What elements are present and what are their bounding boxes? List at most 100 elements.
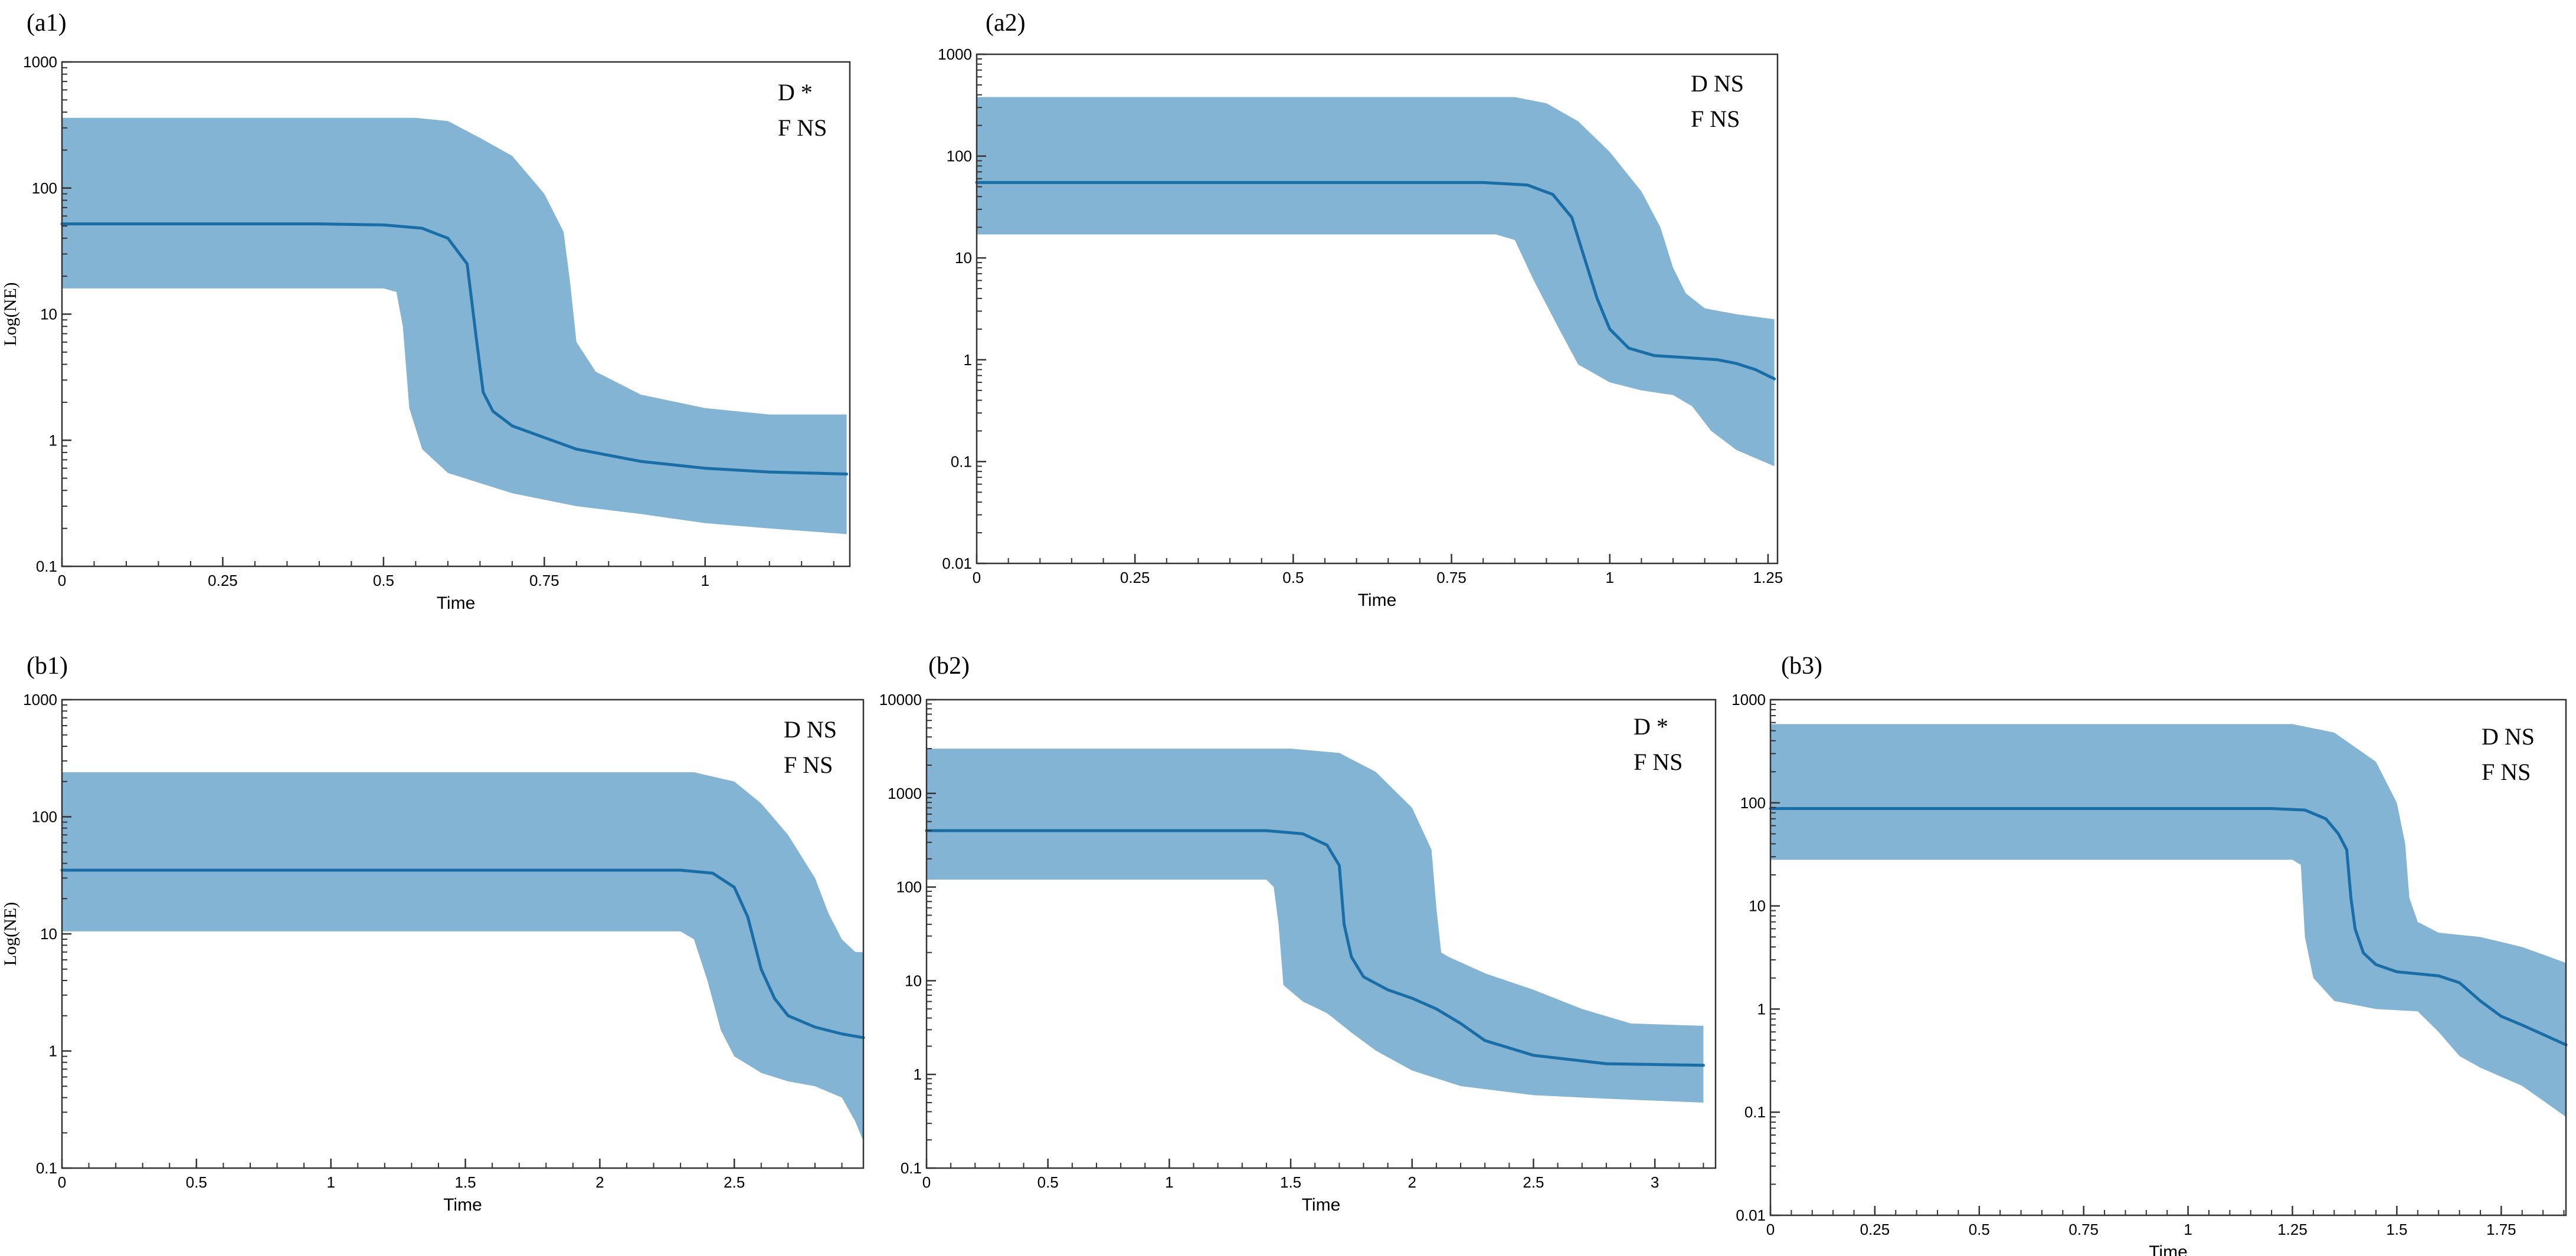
y-tick-label: 0.1 (951, 452, 972, 470)
hpd-interval-band (927, 749, 1704, 1103)
stat-annotation: F NS (1634, 749, 1683, 775)
x-tick-label: 0.25 (1860, 1221, 1890, 1238)
y-tick-label: 0.01 (942, 555, 972, 572)
y-tick-label: 0.01 (1736, 1206, 1766, 1224)
hpd-interval-band (62, 117, 847, 534)
y-tick-label: 10000 (879, 691, 922, 709)
x-tick-label: 1 (326, 1173, 335, 1191)
stat-annotation: F NS (1691, 106, 1740, 132)
x-axis-label: Time (2149, 1242, 2188, 1256)
x-tick-label: 0 (1766, 1221, 1775, 1238)
x-axis-label: Time (1358, 591, 1397, 610)
panel-label: (a2) (986, 9, 1026, 37)
chart-panel: (a1) 0.1 1 10 100 1000 0 0.25 0.5 0.75 1 Time Log(NE… (1, 9, 851, 613)
x-tick-label: 0.75 (1436, 569, 1467, 586)
x-tick-label: 0 (973, 569, 981, 586)
median-line (60, 222, 849, 475)
y-tick-label: 0.1 (1744, 1103, 1766, 1121)
y-tick-label: 100 (1740, 794, 1766, 812)
y-tick-label: 1 (964, 351, 972, 369)
y-axis-label: Log(NE) (1, 902, 20, 966)
x-tick-label: 2 (595, 1173, 604, 1191)
y-tick-label: 10 (40, 306, 57, 323)
y-tick-label: 0.1 (36, 1159, 57, 1177)
stat-annotation: D NS (784, 716, 837, 743)
panel-label: (b2) (928, 652, 970, 680)
y-tick-label: 0.1 (901, 1159, 922, 1177)
x-tick-label: 0.5 (1969, 1221, 1990, 1238)
x-tick-label: 2.5 (1523, 1173, 1544, 1191)
panel-label: (a1) (27, 9, 67, 37)
x-tick-label: 0.75 (529, 572, 559, 589)
stat-annotation: D * (1634, 713, 1668, 740)
y-tick-label: 1000 (23, 53, 57, 71)
plot-frame (1769, 698, 2567, 1216)
stat-annotation: D NS (2482, 723, 2535, 750)
plot-frame (976, 53, 1779, 565)
y-tick-label: 1000 (1731, 691, 1766, 709)
hpd-interval-band (977, 97, 1775, 467)
x-tick-label: 1.5 (454, 1173, 476, 1191)
x-tick-label: 0.5 (1037, 1173, 1059, 1191)
median-line (925, 829, 1705, 1067)
y-tick-label: 1 (914, 1065, 922, 1083)
x-axis-label: Time (1302, 1195, 1341, 1215)
x-tick-label: 0.5 (373, 572, 394, 589)
y-tick-label: 1 (49, 431, 57, 449)
x-tick-label: 3 (1651, 1173, 1659, 1191)
y-tick-label: 1000 (888, 785, 922, 802)
y-tick-label: 100 (896, 878, 922, 896)
hpd-interval-band (1770, 724, 2566, 1117)
y-axis-label: Log(NE) (1, 282, 20, 346)
hpd-interval-band (62, 772, 863, 1142)
x-axis-label: Time (437, 593, 476, 613)
y-tick-label: 10 (955, 249, 972, 267)
median-line (60, 868, 865, 1039)
x-tick-label: 1 (1165, 1173, 1173, 1191)
stat-annotation: D * (778, 79, 813, 106)
x-tick-label: 1.5 (2386, 1221, 2407, 1238)
x-tick-label: 1.5 (1280, 1173, 1301, 1191)
x-tick-label: 0.5 (1282, 569, 1304, 586)
x-tick-label: 1.75 (2486, 1221, 2516, 1238)
x-tick-label: 0.75 (2068, 1221, 2099, 1238)
x-tick-label: 1.25 (1753, 569, 1783, 586)
y-tick-label: 10 (1749, 897, 1766, 915)
chart-panel: (a2) 0.01 0.1 1 10 100 1000 0 0.25 0.5 0.75 1 1.25 Ti… (938, 9, 1783, 610)
x-tick-label: 0 (922, 1173, 931, 1191)
stat-annotation: F NS (2482, 759, 2531, 785)
y-tick-label: 1000 (23, 691, 57, 709)
y-tick-label: 100 (32, 808, 57, 826)
x-tick-label: 1 (2184, 1221, 2192, 1238)
x-tick-label: 1 (1605, 569, 1613, 586)
y-tick-label: 10 (905, 972, 922, 989)
chart-panel: (b3) 0.01 0.1 1 10 100 1000 0 0.25 0.5 0.75 1 1.25 1.… (1731, 652, 2568, 1256)
y-tick-label: 100 (947, 147, 972, 165)
x-tick-label: 1 (701, 572, 709, 589)
x-tick-label: 2 (1408, 1173, 1416, 1191)
x-tick-label: 0.25 (208, 572, 238, 589)
stat-annotation: F NS (784, 752, 833, 778)
y-tick-label: 100 (32, 179, 57, 197)
median-line (975, 181, 1776, 381)
y-tick-label: 1 (49, 1042, 57, 1060)
x-tick-label: 0 (58, 572, 66, 589)
chart-panel: (b1) 0.1 1 10 100 1000 0 0.5 1 1.5 2 2.5 Time Log(NE)… (1, 652, 865, 1215)
x-axis-label: Time (443, 1195, 482, 1215)
x-tick-label: 0 (58, 1173, 66, 1191)
plot-frame (925, 698, 1717, 1169)
x-tick-label: 0.25 (1120, 569, 1150, 586)
panel-label: (b3) (1781, 652, 1822, 680)
stat-annotation: F NS (778, 114, 827, 141)
x-tick-label: 1.25 (2277, 1221, 2307, 1238)
panel-label: (b1) (27, 652, 68, 680)
stat-annotation: D NS (1691, 70, 1744, 97)
median-line (1769, 807, 2568, 1047)
y-tick-label: 0.1 (36, 558, 57, 575)
x-tick-label: 0.5 (186, 1173, 207, 1191)
y-tick-label: 1000 (938, 45, 972, 63)
chart-panel: (b2) 0.1 1 10 100 1000 10000 0 0.5 1 1.5 2 2.5 3 Time D… (879, 652, 1717, 1215)
y-tick-label: 1 (1757, 1000, 1766, 1018)
x-tick-label: 2.5 (724, 1173, 745, 1191)
